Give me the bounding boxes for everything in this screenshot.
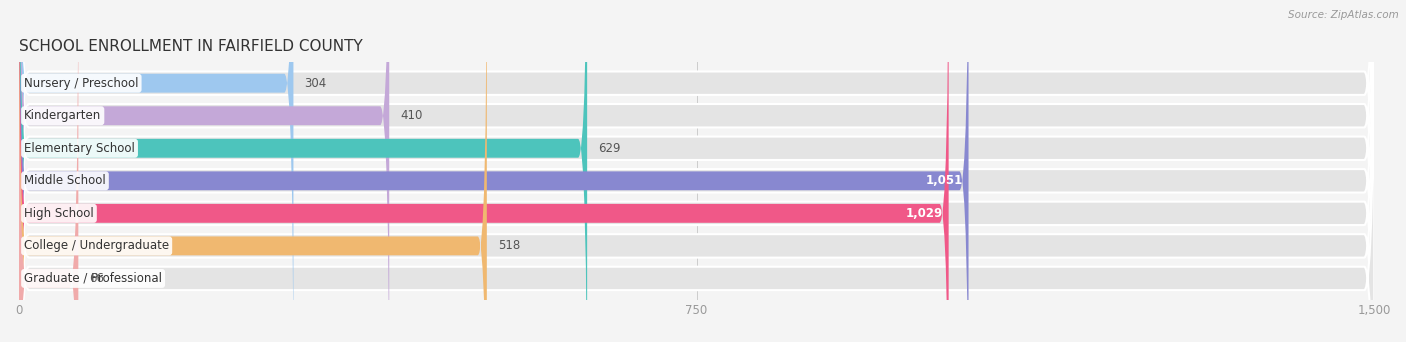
FancyBboxPatch shape [18,0,949,342]
Text: Middle School: Middle School [24,174,105,187]
FancyBboxPatch shape [18,0,294,342]
Text: Nursery / Preschool: Nursery / Preschool [24,77,139,90]
FancyBboxPatch shape [18,0,1374,342]
FancyBboxPatch shape [18,0,389,342]
FancyBboxPatch shape [18,0,1374,342]
Text: SCHOOL ENROLLMENT IN FAIRFIELD COUNTY: SCHOOL ENROLLMENT IN FAIRFIELD COUNTY [18,39,363,54]
Text: Source: ZipAtlas.com: Source: ZipAtlas.com [1288,10,1399,20]
FancyBboxPatch shape [18,0,1374,342]
Text: 629: 629 [598,142,620,155]
Text: 304: 304 [304,77,326,90]
Text: High School: High School [24,207,94,220]
Text: 1,051: 1,051 [927,174,963,187]
Text: 1,029: 1,029 [905,207,943,220]
FancyBboxPatch shape [18,0,486,342]
Text: Kindergarten: Kindergarten [24,109,101,122]
FancyBboxPatch shape [18,0,1374,342]
Text: 66: 66 [89,272,104,285]
FancyBboxPatch shape [18,0,1374,342]
FancyBboxPatch shape [18,0,1374,342]
Text: Elementary School: Elementary School [24,142,135,155]
FancyBboxPatch shape [18,0,969,342]
FancyBboxPatch shape [18,0,588,342]
FancyBboxPatch shape [18,0,79,342]
FancyBboxPatch shape [18,0,1374,342]
Text: College / Undergraduate: College / Undergraduate [24,239,169,252]
Text: Graduate / Professional: Graduate / Professional [24,272,162,285]
Text: 410: 410 [401,109,422,122]
Text: 518: 518 [498,239,520,252]
